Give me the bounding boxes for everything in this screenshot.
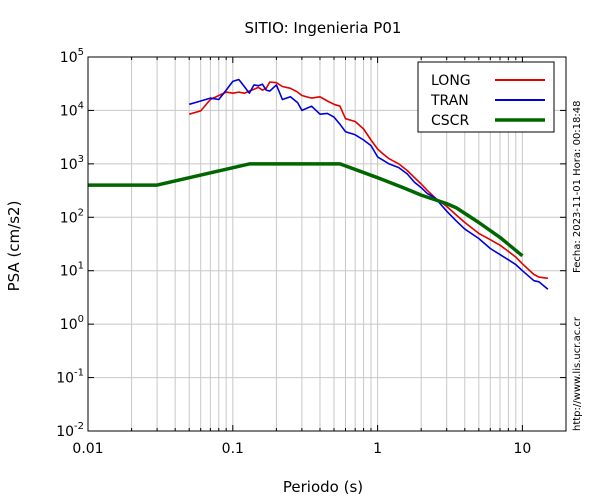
y-tick-label: 102 [60,207,84,226]
x-tick-label: 0.1 [222,441,244,457]
y-axis-label: PSA (cm/s2) [5,201,23,292]
plot-frame [87,56,567,432]
chart-title: SITIO: Ingenieria P01 [245,19,402,37]
y-tick-label: 100 [60,314,84,333]
series-line-cscr [88,162,524,258]
y-tick-label: 103 [60,154,84,173]
legend: LONG TRAN CSCR [417,61,555,133]
website-url-note: http://www.lis.ucr.ac.cr [572,316,583,431]
legend-label-tran: TRAN [430,93,469,109]
y-tick-label: 10-1 [56,368,84,387]
series-line-tran [188,78,549,290]
legend-label-long: LONG [431,73,471,89]
series-line-long [188,81,549,280]
y-tick-label: 101 [60,261,84,280]
x-tick-label: 10 [513,441,531,457]
axis-ticks: 0.01 0.1 1 10 10-2 10-1 100 101 102 103 104 105 [56,47,567,457]
date-time-note: Fecha: 2023-11-01 Hora: 00:18:48 [572,101,583,274]
y-tick-label: 105 [60,47,84,66]
x-tick-label: 0.01 [72,441,103,457]
legend-label-cscr: CSCR [431,113,469,129]
y-tick-label: 104 [60,100,84,119]
x-axis-label: Periodo (s) [283,478,363,496]
series-lines [88,78,549,290]
x-tick-label: 1 [373,441,382,457]
y-tick-label: 10-2 [56,421,84,440]
